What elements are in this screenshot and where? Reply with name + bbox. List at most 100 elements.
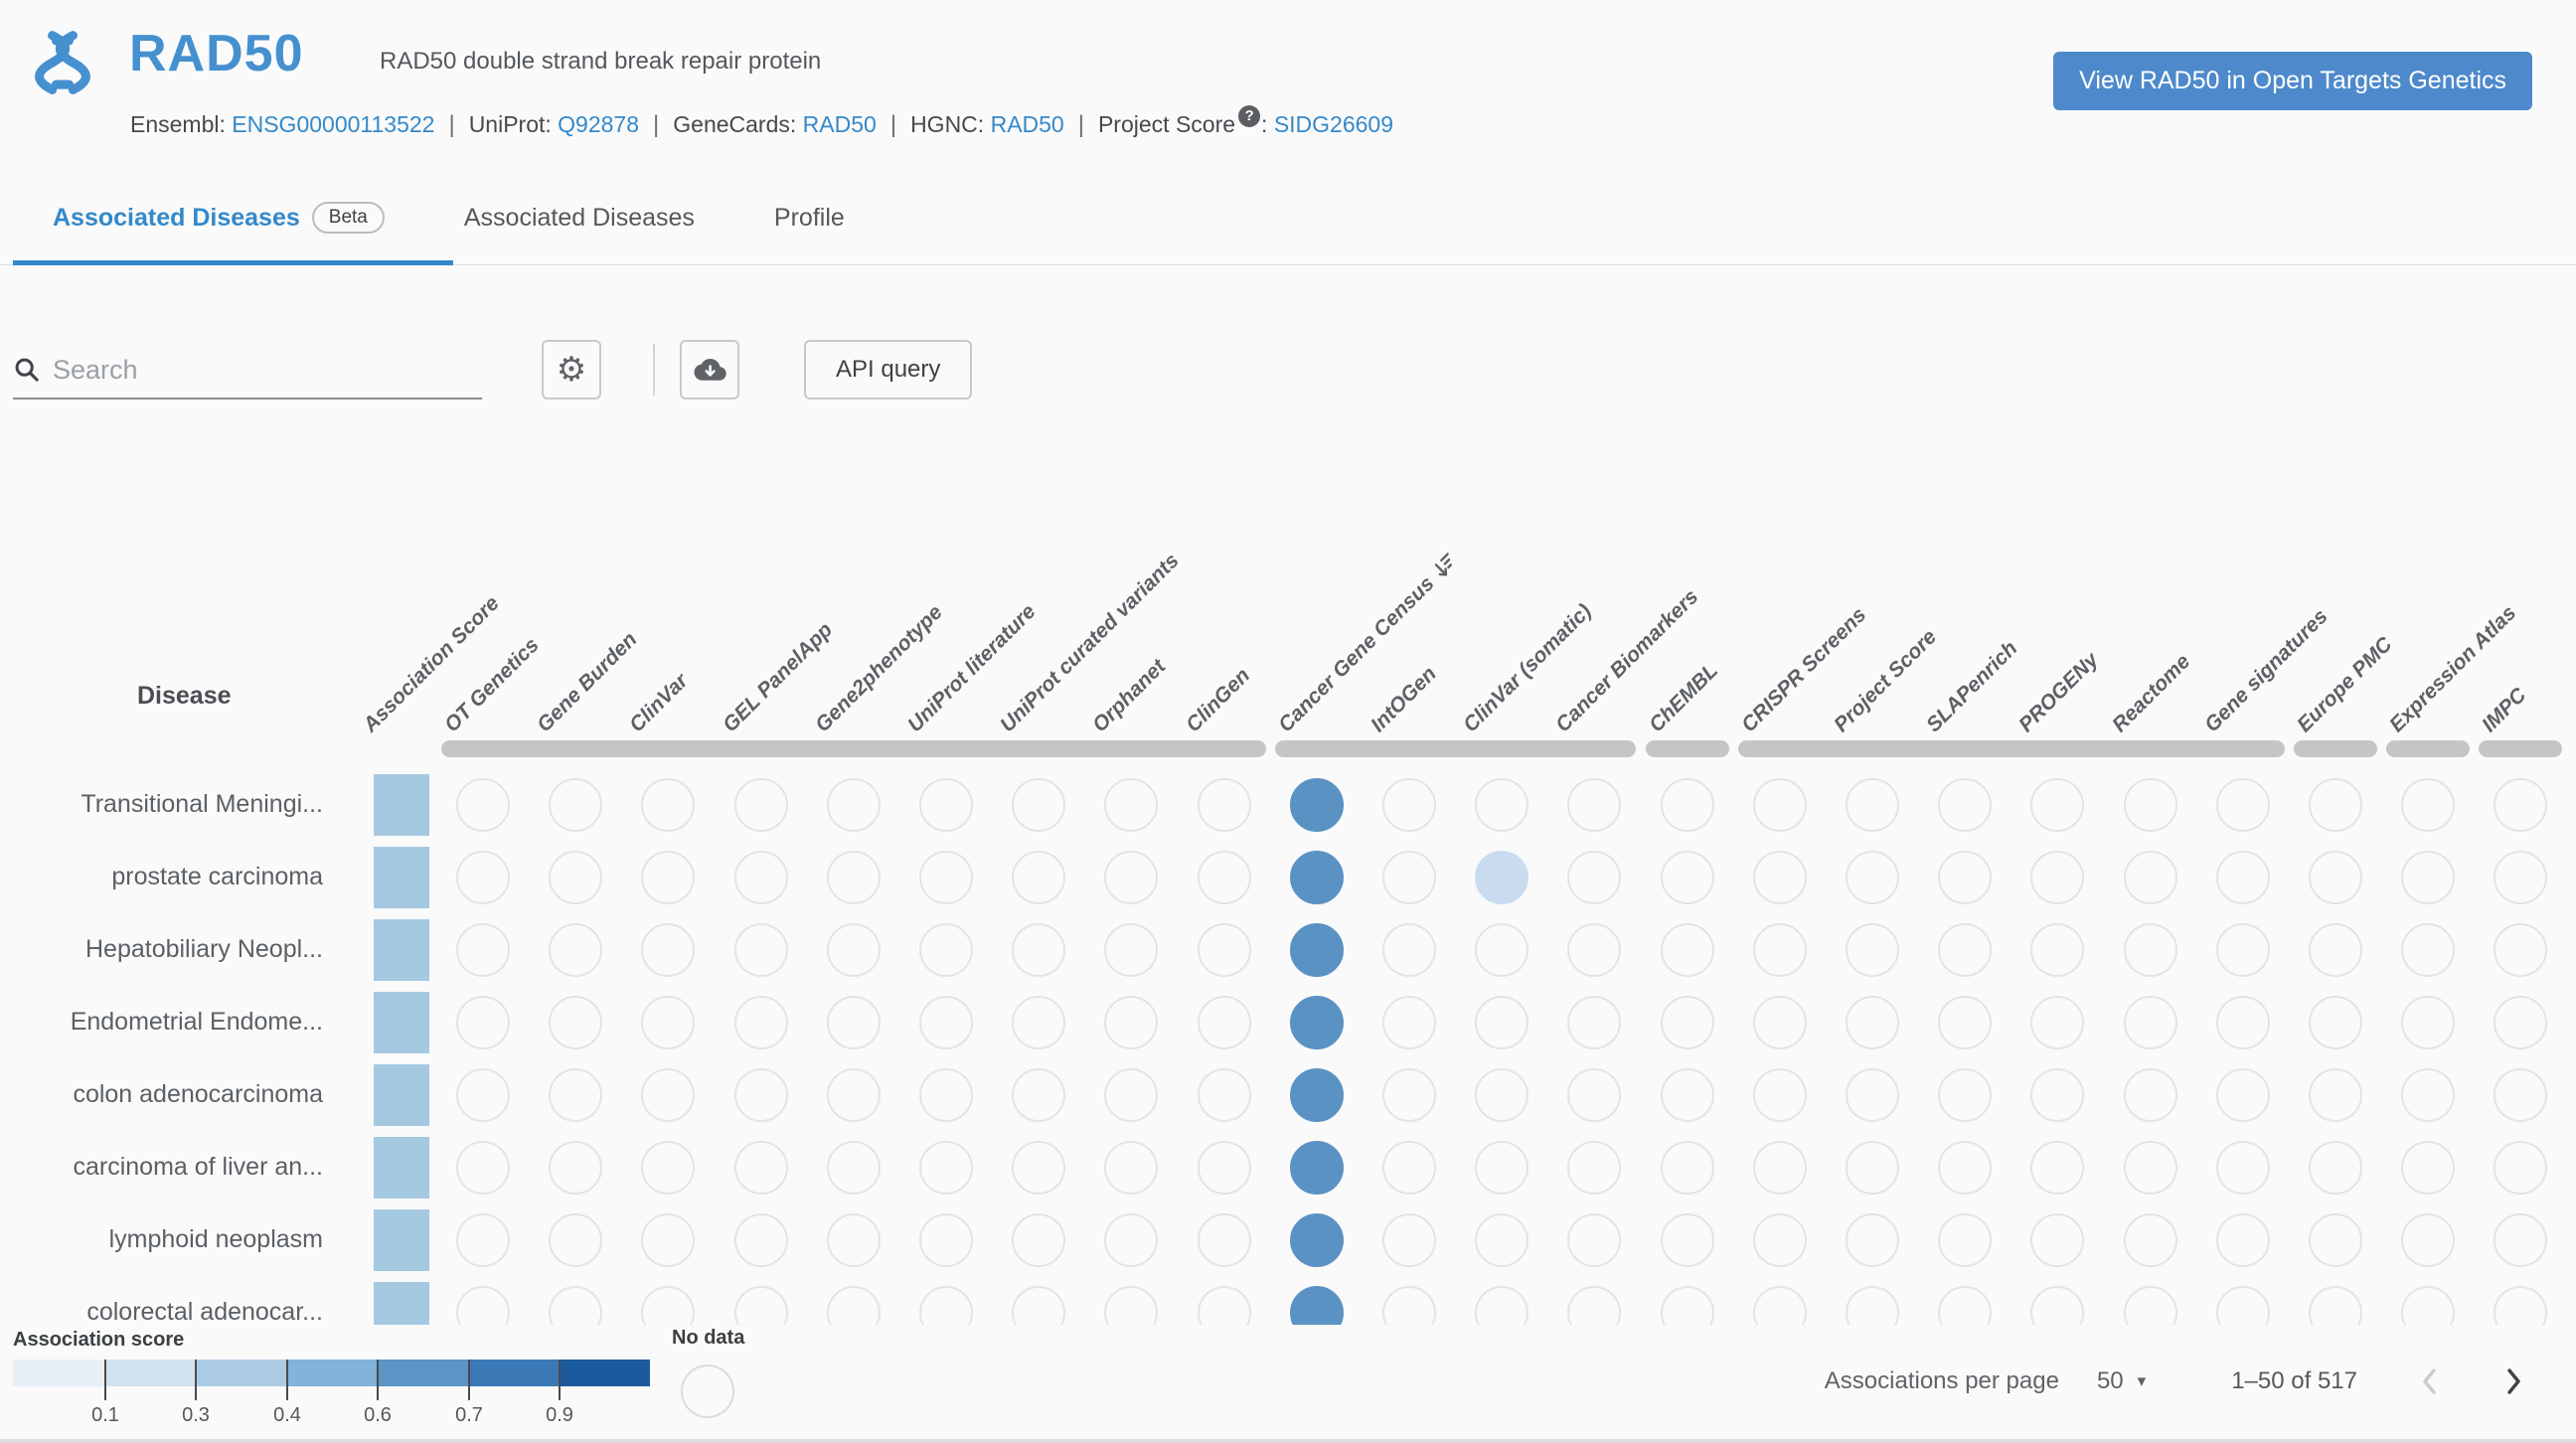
datasource-cell-gene-signatures[interactable] (2216, 1068, 2270, 1122)
datasource-cell-gene2phenotype[interactable] (827, 851, 881, 904)
datasource-cell-ot-genetics[interactable] (456, 996, 510, 1049)
datasource-cell-impc[interactable] (2494, 996, 2547, 1049)
datasource-cell-clinvar[interactable] (641, 851, 695, 904)
datasource-cell-project-score[interactable] (1846, 923, 1899, 977)
datasource-cell-gene2phenotype[interactable] (827, 1213, 881, 1267)
datasource-cell-clinvar-somatic-[interactable] (1475, 923, 1529, 977)
datasource-cell-cancer-gene-census[interactable] (1290, 778, 1344, 832)
datasource-cell-clingen[interactable] (1198, 851, 1251, 904)
datasource-cell-expression-atlas[interactable] (2401, 996, 2455, 1049)
datasource-cell-clinvar-somatic-[interactable] (1475, 996, 1529, 1049)
datasource-cell-clinvar[interactable] (641, 923, 695, 977)
datasource-cell-gene-signatures[interactable] (2216, 1286, 2270, 1325)
association-score-cell[interactable] (374, 919, 429, 981)
datasource-cell-uniprot-curated-variants[interactable] (1012, 851, 1065, 904)
datasource-cell-gel-panelapp[interactable] (734, 778, 788, 832)
datasource-cell-gene-signatures[interactable] (2216, 1141, 2270, 1195)
datasource-cell-slapenrich[interactable] (1938, 996, 1992, 1049)
datasource-cell-cancer-biomarkers[interactable] (1567, 778, 1621, 832)
datasource-cell-cancer-gene-census[interactable] (1290, 1141, 1344, 1195)
datasource-cell-gene-signatures[interactable] (2216, 923, 2270, 977)
datasource-cell-uniprot-curated-variants[interactable] (1012, 1286, 1065, 1325)
tab-associated-diseases[interactable]: Associated Diseases Beta (13, 195, 424, 240)
datasource-cell-uniprot-literature[interactable] (919, 1141, 973, 1195)
datasource-cell-gene2phenotype[interactable] (827, 1068, 881, 1122)
xref-link[interactable]: RAD50 (802, 111, 877, 137)
disease-name[interactable]: prostate carcinoma (111, 863, 323, 890)
datasource-cell-slapenrich[interactable] (1938, 1141, 1992, 1195)
datasource-cell-orphanet[interactable] (1104, 1213, 1158, 1267)
datasource-cell-gene-signatures[interactable] (2216, 996, 2270, 1049)
datasource-cell-reactome[interactable] (2124, 1141, 2177, 1195)
datasource-cell-europe-pmc[interactable] (2309, 923, 2362, 977)
association-score-cell[interactable] (374, 992, 429, 1053)
datasource-cell-europe-pmc[interactable] (2309, 996, 2362, 1049)
datasource-cell-cancer-gene-census[interactable] (1290, 1213, 1344, 1267)
datasource-cell-gel-panelapp[interactable] (734, 1213, 788, 1267)
datasource-cell-reactome[interactable] (2124, 1213, 2177, 1267)
datasource-cell-project-score[interactable] (1846, 1141, 1899, 1195)
datasource-cell-europe-pmc[interactable] (2309, 1141, 2362, 1195)
per-page-select[interactable]: 50 ▾ (2097, 1367, 2146, 1395)
datasource-cell-ot-genetics[interactable] (456, 1068, 510, 1122)
datasource-cell-progeny[interactable] (2030, 1141, 2084, 1195)
datasource-cell-progeny[interactable] (2030, 996, 2084, 1049)
datasource-cell-orphanet[interactable] (1104, 778, 1158, 832)
datasource-cell-uniprot-literature[interactable] (919, 851, 973, 904)
datasource-cell-clinvar-somatic-[interactable] (1475, 1068, 1529, 1122)
datasource-cell-gene2phenotype[interactable] (827, 996, 881, 1049)
datasource-cell-impc[interactable] (2494, 1141, 2547, 1195)
search-input[interactable] (51, 353, 472, 387)
datasource-cell-orphanet[interactable] (1104, 923, 1158, 977)
datasource-cell-uniprot-literature[interactable] (919, 1068, 973, 1122)
datasource-cell-gene-burden[interactable] (549, 923, 602, 977)
datasource-cell-orphanet[interactable] (1104, 1286, 1158, 1325)
datasource-cell-chembl[interactable] (1661, 923, 1714, 977)
datasource-cell-clinvar-somatic-[interactable] (1475, 851, 1529, 904)
datasource-cell-clingen[interactable] (1198, 1141, 1251, 1195)
datasource-cell-slapenrich[interactable] (1938, 1286, 1992, 1325)
datasource-cell-gel-panelapp[interactable] (734, 1141, 788, 1195)
datasource-cell-gene-burden[interactable] (549, 996, 602, 1049)
datasource-cell-uniprot-literature[interactable] (919, 1213, 973, 1267)
datasource-cell-cancer-biomarkers[interactable] (1567, 1286, 1621, 1325)
datasource-cell-gene-burden[interactable] (549, 1068, 602, 1122)
datasource-cell-clingen[interactable] (1198, 1286, 1251, 1325)
datasource-cell-intogen[interactable] (1382, 1141, 1436, 1195)
datasource-cell-intogen[interactable] (1382, 1213, 1436, 1267)
datasource-cell-gene2phenotype[interactable] (827, 1286, 881, 1325)
datasource-cell-gene-burden[interactable] (549, 851, 602, 904)
datasource-cell-reactome[interactable] (2124, 1068, 2177, 1122)
datasource-cell-gel-panelapp[interactable] (734, 1286, 788, 1325)
xref-link[interactable]: Q92878 (558, 111, 640, 137)
datasource-cell-impc[interactable] (2494, 778, 2547, 832)
datasource-cell-impc[interactable] (2494, 1286, 2547, 1325)
datasource-cell-clingen[interactable] (1198, 996, 1251, 1049)
datasource-cell-uniprot-curated-variants[interactable] (1012, 1213, 1065, 1267)
datasource-cell-clinvar-somatic-[interactable] (1475, 1213, 1529, 1267)
next-page-button[interactable] (2502, 1366, 2524, 1396)
datasource-cell-expression-atlas[interactable] (2401, 1213, 2455, 1267)
datasource-cell-ot-genetics[interactable] (456, 778, 510, 832)
datasource-cell-slapenrich[interactable] (1938, 1068, 1992, 1122)
datasource-cell-orphanet[interactable] (1104, 996, 1158, 1049)
datasource-cell-cancer-biomarkers[interactable] (1567, 1141, 1621, 1195)
datasource-cell-uniprot-literature[interactable] (919, 923, 973, 977)
datasource-cell-project-score[interactable] (1846, 1068, 1899, 1122)
datasource-cell-chembl[interactable] (1661, 996, 1714, 1049)
datasource-cell-reactome[interactable] (2124, 851, 2177, 904)
datasource-cell-orphanet[interactable] (1104, 1141, 1158, 1195)
datasource-cell-europe-pmc[interactable] (2309, 1286, 2362, 1325)
datasource-cell-europe-pmc[interactable] (2309, 778, 2362, 832)
datasource-cell-intogen[interactable] (1382, 851, 1436, 904)
datasource-cell-progeny[interactable] (2030, 1213, 2084, 1267)
datasource-cell-uniprot-literature[interactable] (919, 778, 973, 832)
datasource-cell-progeny[interactable] (2030, 851, 2084, 904)
datasource-cell-intogen[interactable] (1382, 1068, 1436, 1122)
datasource-cell-ot-genetics[interactable] (456, 1213, 510, 1267)
datasource-cell-gene2phenotype[interactable] (827, 1141, 881, 1195)
datasource-cell-clinvar[interactable] (641, 1286, 695, 1325)
datasource-cell-progeny[interactable] (2030, 778, 2084, 832)
datasource-cell-progeny[interactable] (2030, 1068, 2084, 1122)
datasource-cell-crispr-screens[interactable] (1753, 778, 1807, 832)
